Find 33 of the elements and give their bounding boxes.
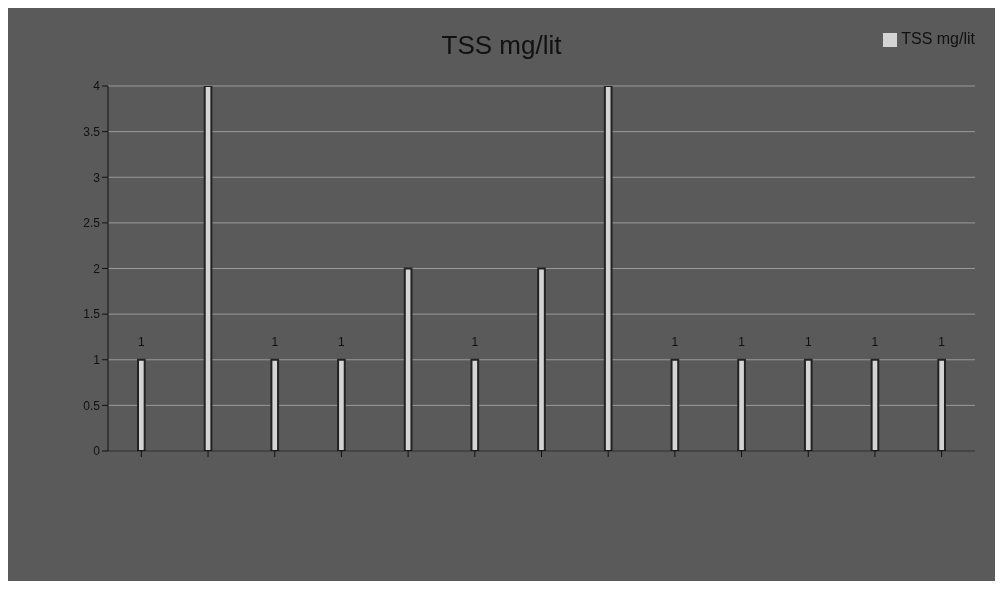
bar xyxy=(937,358,946,451)
y-tick-label: 4 xyxy=(93,79,101,94)
bar xyxy=(803,358,813,451)
bar xyxy=(337,358,346,451)
y-tick-label: 3.5 xyxy=(83,124,101,139)
data-label: 1 xyxy=(338,334,346,349)
y-tick-label: 1 xyxy=(93,353,101,368)
bar xyxy=(203,86,213,451)
bar xyxy=(270,358,280,451)
y-tick-label: 0.5 xyxy=(83,398,101,413)
chart-title: TSS mg/lit xyxy=(441,30,562,60)
data-label: 1 xyxy=(871,334,879,349)
bar xyxy=(870,358,880,451)
legend-label: TSS mg/lit xyxy=(901,30,975,47)
y-tick-label: 3 xyxy=(93,170,101,185)
bar xyxy=(670,358,680,451)
bar xyxy=(470,358,480,451)
data-label: 1 xyxy=(738,334,746,349)
bar xyxy=(403,267,413,451)
bar xyxy=(137,358,146,451)
data-label: 1 xyxy=(671,334,679,349)
data-label: 1 xyxy=(138,334,145,349)
bar xyxy=(537,267,546,451)
y-tick-label: 2.5 xyxy=(83,216,101,231)
y-tick-label: 1.5 xyxy=(83,307,101,322)
y-tick-label: 0 xyxy=(93,444,101,459)
bar xyxy=(737,358,746,451)
data-label: 1 xyxy=(804,334,812,349)
y-tick-label: 2 xyxy=(93,261,101,276)
data-label: 1 xyxy=(471,334,479,349)
bar xyxy=(603,86,613,451)
data-label: 1 xyxy=(271,334,279,349)
data-label: 1 xyxy=(938,334,946,349)
